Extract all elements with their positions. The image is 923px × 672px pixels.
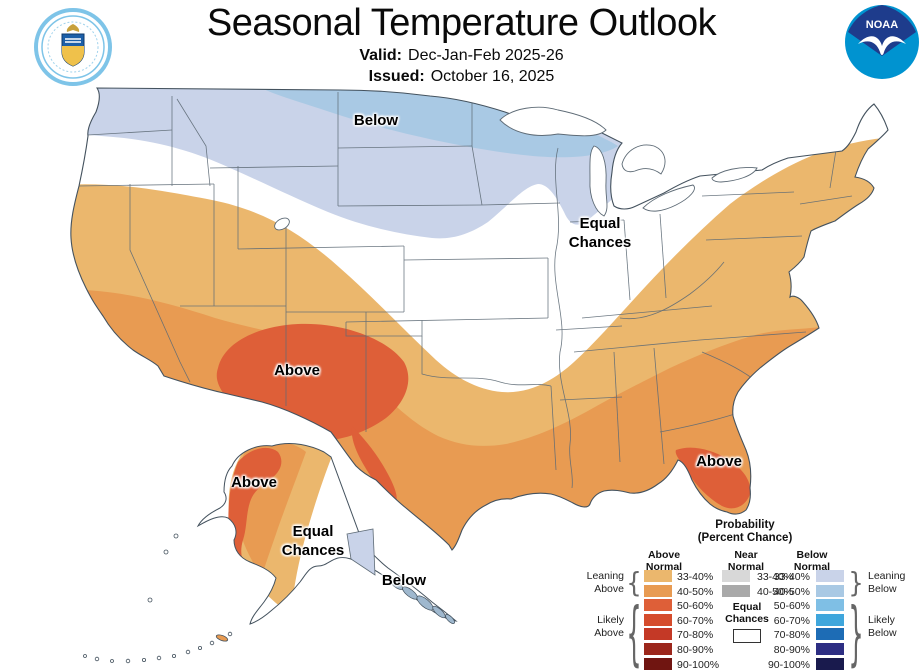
- legend-leaning-above-line1: Leaning: [586, 570, 624, 582]
- legend-label-above-90-100: 90-100%: [677, 658, 720, 671]
- great-salt-lake: [274, 217, 290, 231]
- commerce-seal-logo: [34, 8, 112, 91]
- page-title: Seasonal Temperature Outlook: [206, 2, 717, 44]
- legend-label-above-60-70: 60-70%: [677, 614, 714, 627]
- legend-leaning-above-label: Leaning Above: [578, 570, 624, 596]
- legend-leaning-below-label: Leaning Below: [868, 570, 914, 596]
- legend-equal-line1: Equal: [732, 601, 762, 613]
- great-lakes: [274, 106, 758, 231]
- legend-swatch-near-33-40: [722, 570, 750, 582]
- alaska-below-33-40-region: [346, 528, 376, 576]
- legend-label-below-50-60: 50-60%: [773, 600, 810, 613]
- legend-equal-line2: Chances: [725, 613, 769, 625]
- legend-equal-chances-swatch: [733, 629, 761, 643]
- legend-label-near-33-40: 33-40%: [757, 571, 794, 583]
- map-label-above-alaska: Above: [231, 474, 277, 491]
- legend-label-above-70-80: 70-80%: [677, 629, 714, 642]
- legend-leaning-above-line2: Above: [594, 583, 624, 595]
- issued-value: October 16, 2025: [430, 68, 555, 85]
- legend-header-near-line1: Near: [734, 549, 758, 561]
- brace-likely-below-icon: }: [848, 593, 864, 672]
- noaa-acronym: NOAA: [866, 19, 898, 31]
- legend-label-below-90-100: 90-100%: [767, 658, 810, 671]
- map-label-equal-chances-alaska: Equal Chances: [263, 522, 363, 560]
- legend-label-above-50-60: 50-60%: [677, 600, 714, 613]
- lake-michigan: [589, 145, 608, 217]
- legend-likely-above-line2: Above: [594, 627, 624, 639]
- noaa-logo: NOAA: [844, 4, 920, 85]
- legend-likely-above-label: Likely Above: [578, 614, 624, 640]
- legend-leaning-below-line1: Leaning: [868, 570, 906, 582]
- below-40-50-region: [262, 88, 618, 158]
- legend-header-below-line1: Below: [796, 549, 828, 561]
- seagull-icon: [858, 36, 906, 55]
- legend-label-above-33-40: 33-40%: [677, 571, 714, 583]
- legend-swatch-above-90-100: [644, 657, 672, 670]
- legend-swatch-below-50-60: [816, 599, 844, 612]
- lake-huron: [621, 144, 666, 175]
- legend-swatch-near-40-50: [722, 584, 750, 597]
- aleutian-islands: [83, 533, 233, 664]
- legend-swatch-above-33-40: [644, 570, 672, 582]
- map-label-equal-line2: Chances: [568, 234, 632, 251]
- legend-swatch-above-70-80: [644, 628, 672, 641]
- legend-label-below-70-80: 70-80%: [773, 629, 810, 642]
- map-label-alaska-equal-line2: Chances: [281, 542, 345, 559]
- issued-line: Issued: October 16, 2025: [0, 68, 923, 86]
- alaska-above-50-60-region: [228, 447, 282, 564]
- map-label-equal-line1: Equal: [579, 215, 621, 232]
- map-label-above-southwest: Above: [274, 362, 320, 379]
- legend-likely-below-line1: Likely: [868, 614, 895, 626]
- legend-likely-below-line2: Below: [868, 627, 897, 639]
- legend-label-above-40-50: 40-50%: [677, 585, 714, 598]
- legend-label-below-80-90: 80-90%: [773, 644, 810, 656]
- legend-swatch-above-50-60: [644, 599, 672, 612]
- map-label-above-florida: Above: [696, 453, 742, 470]
- brace-likely-above-icon: {: [626, 593, 642, 672]
- legend-header-above-line1: Above: [647, 549, 681, 561]
- legend-swatch-below-90-100: [816, 657, 844, 670]
- legend-title-line2: (Percent Chance): [697, 532, 793, 544]
- valid-line: Valid: Dec-Jan-Feb 2025-26: [0, 47, 923, 65]
- legend-label-above-80-90: 80-90%: [677, 644, 714, 656]
- lake-superior: [499, 106, 607, 137]
- legend-swatch-below-80-90: [816, 643, 844, 655]
- legend-label-below-60-70: 60-70%: [773, 614, 810, 627]
- legend-swatch-below-60-70: [816, 613, 844, 626]
- issued-label: Issued:: [368, 68, 425, 85]
- map-label-below-alaska: Below: [381, 572, 427, 589]
- legend-swatch-below-40-50: [816, 584, 844, 597]
- eagle-icon: [66, 24, 80, 32]
- state-border-lines: [78, 92, 853, 489]
- legend-swatch-above-60-70: [644, 613, 672, 626]
- valid-value: Dec-Jan-Feb 2025-26: [408, 47, 564, 64]
- alaska-outline: [196, 443, 458, 625]
- legend-swatch-below-70-80: [816, 628, 844, 641]
- brace-leaning-below-icon: }: [848, 566, 864, 600]
- legend-label-near-40-50: 40-50%: [757, 585, 794, 598]
- legend-likely-above-line1: Likely: [597, 614, 624, 626]
- legend-label-below-33-40: 33-40%: [773, 571, 810, 583]
- brace-leaning-above-icon: {: [626, 566, 642, 600]
- conus-outline: [70, 87, 889, 551]
- map-label-equal-chances-central: Equal Chances: [550, 214, 650, 252]
- legend-likely-below-label: Likely Below: [868, 614, 914, 640]
- legend-label-below-40-50: 40-50%: [773, 585, 810, 598]
- legend-leaning-below-line2: Below: [868, 583, 897, 595]
- legend-swatch-above-40-50: [644, 584, 672, 597]
- lake-ontario: [711, 167, 758, 183]
- map-label-alaska-equal-line1: Equal: [292, 523, 334, 540]
- legend-equal-chances-label: Equal Chances: [712, 601, 782, 625]
- valid-label: Valid:: [359, 47, 403, 64]
- lake-erie: [642, 184, 695, 212]
- legend-swatch-below-33-40: [816, 570, 844, 582]
- legend-title-line1: Probability: [715, 519, 775, 531]
- above-50-60-region-florida: [675, 447, 751, 509]
- map-label-below-north: Below: [353, 112, 399, 129]
- above-50-60-region-riogrande: [351, 426, 397, 504]
- alaska-panhandle-islands: [389, 578, 455, 624]
- legend-swatch-above-80-90: [644, 643, 672, 655]
